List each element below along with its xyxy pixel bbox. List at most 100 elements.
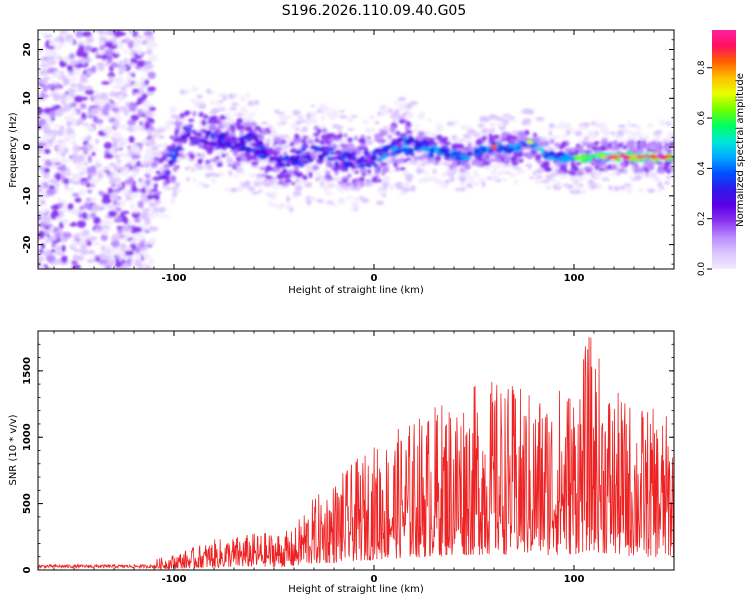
- spectrogram-cell: [655, 130, 663, 134]
- spectrogram-cell: [551, 172, 560, 177]
- spectrogram-cell: [87, 236, 98, 241]
- spectrogram-cell: [265, 175, 273, 180]
- spectrogram-cell: [128, 79, 133, 83]
- spectrogram-cell: [358, 137, 367, 144]
- spectrogram-cell: [143, 229, 151, 234]
- spectrogram-cell: [222, 94, 228, 101]
- spectrogram-cell: [179, 112, 185, 119]
- spectrogram-cell: [109, 236, 120, 241]
- spectrogram-cell: [105, 259, 115, 266]
- spectrogram-cell: [68, 34, 74, 39]
- spectrogram-cell: [256, 181, 265, 185]
- spectrogram-cell: [125, 101, 131, 107]
- spectrogram-cell: [522, 108, 532, 115]
- spectrogram-cell: [71, 260, 78, 265]
- spectrogram-cell: [213, 133, 219, 139]
- spectrogram-cell: [481, 135, 488, 141]
- spectrogram-cell: [44, 76, 50, 81]
- spectrogram-cell: [114, 216, 123, 222]
- spectrogram-cell: [94, 163, 102, 168]
- spectrogram-cell: [312, 164, 320, 171]
- spectrogram-cell: [593, 149, 600, 153]
- spectrogram-cell: [142, 155, 149, 159]
- spectrogram-cell: [321, 151, 328, 157]
- spectrogram-cell: [209, 134, 215, 139]
- spectrogram-cell: [381, 193, 387, 198]
- spectrogram-cell: [132, 173, 137, 177]
- spectrogram-cell: [480, 128, 488, 134]
- spectrogram-cell: [259, 166, 267, 171]
- spectrogram-cell: [240, 95, 246, 102]
- spectrogram-cell: [667, 154, 673, 159]
- spectrogram-cell: [153, 182, 158, 189]
- spectrogram-cell: [228, 170, 233, 177]
- spectrogram-cell: [203, 114, 209, 120]
- spectrogram-cell: [114, 167, 124, 171]
- spectrogram-cell: [661, 155, 667, 160]
- spectrogram-cell: [451, 143, 457, 150]
- spectrogram-cell: [170, 114, 178, 119]
- spectrogram-cell: [312, 132, 320, 137]
- spectrogram-cell: [629, 124, 638, 127]
- spectrogram-cell: [131, 211, 141, 219]
- spectrogram-cell: [192, 110, 197, 117]
- spectrogram-cell: [452, 120, 459, 124]
- spectrogram-cell: [587, 168, 594, 172]
- spectrogram-cell: [665, 175, 673, 179]
- spectrogram-cell: [127, 40, 134, 49]
- spectrogram-cell: [353, 135, 358, 141]
- spectrogram-cell: [266, 151, 272, 157]
- spectrogram-cell: [240, 157, 245, 162]
- spectrogram-cell: [50, 235, 57, 242]
- spectrogram-cell: [122, 235, 132, 243]
- spectrogram-cell: [148, 257, 154, 266]
- spectrogram-cell: [451, 151, 458, 156]
- spectrogram-cell: [68, 209, 79, 214]
- spectrogram-cell: [38, 107, 44, 115]
- spectrogram-cell: [81, 229, 90, 236]
- spectrogram-cell: [593, 155, 599, 158]
- spectrogram-cell: [475, 161, 484, 168]
- spectrogram-cell: [381, 176, 390, 183]
- spectrogram-cell: [334, 161, 340, 167]
- spectrogram-cell: [148, 54, 158, 63]
- spectrogram-cell: [567, 157, 574, 162]
- spectrogram-cell: [389, 113, 398, 119]
- spectrogram-cell: [587, 179, 595, 183]
- spectrogram-cell: [54, 70, 62, 79]
- spectrogram-cell: [536, 159, 542, 164]
- spectrogram-cell: [127, 178, 135, 185]
- spectrogram-cell: [199, 152, 206, 159]
- spectrogram-cell: [48, 110, 56, 118]
- spectrogram-cell: [86, 37, 95, 43]
- spectrogram-cell: [198, 158, 204, 162]
- spectrogram-cell: [594, 165, 599, 170]
- spectrogram-cell: [488, 114, 497, 120]
- spectrogram-cell: [155, 143, 165, 148]
- spectrogram-cell: [395, 140, 402, 143]
- spectrogram-cell: [135, 48, 143, 54]
- spectrogram-cell: [537, 141, 544, 147]
- spectrogram-cell: [594, 121, 600, 127]
- spectrogram-cell: [501, 178, 508, 182]
- spectrogram-cell: [443, 141, 452, 146]
- spectrogram-cell: [100, 99, 111, 105]
- spectrogram-cell: [145, 49, 153, 55]
- spectrogram-cell: [352, 182, 357, 188]
- spectrogram-cell: [522, 118, 531, 125]
- spectrogram-cell: [41, 216, 52, 224]
- spectrogram-cell: [388, 108, 394, 114]
- spectrogram-cell: [86, 69, 92, 76]
- colorbar-tick-label: 0.4: [697, 161, 707, 176]
- spectrogram-cell: [198, 142, 204, 147]
- spectrogram-cell: [305, 196, 310, 200]
- spectrogram-cell: [669, 142, 674, 147]
- spectrogram-cell: [593, 141, 600, 145]
- spectrogram-cell: [337, 181, 346, 185]
- spectrogram-cell: [576, 175, 586, 180]
- spectrogram-cell: [224, 111, 231, 118]
- spectrogram-cell: [631, 154, 637, 159]
- spectrogram-cell: [406, 161, 412, 166]
- spectrogram-cell: [250, 161, 259, 166]
- spectrogram-cell: [38, 124, 43, 130]
